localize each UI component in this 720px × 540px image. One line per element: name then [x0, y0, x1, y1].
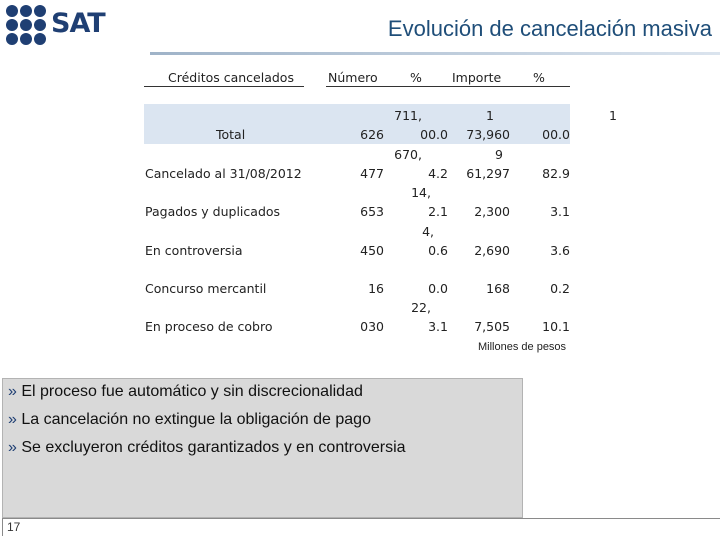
bullet-item: » La cancelación no extingue la obligaci…	[8, 411, 371, 429]
row-pct-b: 3.1	[428, 319, 448, 334]
row-numero: 477	[360, 166, 384, 181]
bullet-item: » El proceso fue automático y sin discre…	[8, 383, 363, 401]
row-importe-b: 61,297	[466, 166, 510, 181]
total-pct-a: 711,	[394, 108, 422, 123]
row-pct-b: 2.1	[428, 204, 448, 219]
total-importe-a: 1	[486, 108, 494, 123]
row-pct2: 3.6	[550, 243, 570, 258]
row-importe-b: 2,690	[474, 243, 510, 258]
row-pct-b: 0.0	[428, 281, 448, 296]
logo-dot	[34, 5, 46, 17]
row-pct2: 0.2	[550, 281, 570, 296]
units-note: Millones de pesos	[478, 341, 567, 353]
total-pct-b: 00.0	[420, 127, 448, 142]
bullet-text: Se excluyeron créditos garantizados y en…	[21, 439, 406, 456]
logo-dot	[20, 5, 32, 17]
row-pct2: 10.1	[542, 319, 570, 334]
page-title: Evolución de cancelación masiva	[387, 16, 712, 41]
row-numero: 16	[368, 281, 384, 296]
summary-box: » El proceso fue automático y sin discre…	[2, 378, 523, 518]
logo-dot	[6, 5, 18, 17]
bullet-marker: »	[8, 439, 17, 456]
row-label: En proceso de cobro	[145, 319, 273, 334]
row-pct-a: 4,	[422, 224, 434, 239]
row-pct-b: 0.6	[428, 243, 448, 258]
sat-logo: SAT	[0, 0, 145, 52]
header-creditos: Créditos cancelados	[168, 70, 294, 85]
row-importe-a: 9	[495, 147, 503, 162]
header-underline	[326, 86, 570, 87]
row-label: Concurso mercantil	[145, 281, 267, 296]
bullet-text: La cancelación no extingue la obligación…	[21, 411, 371, 428]
total-pct2: 00.0	[542, 127, 570, 142]
total-importe-b: 73,960	[466, 127, 510, 142]
header-pct: %	[410, 70, 422, 85]
page-number: 17	[7, 520, 21, 534]
row-pct-a: 14,	[411, 185, 431, 200]
logo-dot	[6, 33, 18, 45]
header-divider	[150, 52, 720, 55]
logo-wordmark: SAT	[51, 8, 106, 39]
logo-dot	[34, 19, 46, 31]
footer-divider	[2, 518, 720, 519]
row-importe-b: 7,505	[474, 319, 510, 334]
logo-dot	[34, 33, 46, 45]
total-row-band	[144, 104, 570, 144]
row-numero: 030	[360, 319, 384, 334]
total-numero: 626	[360, 127, 384, 142]
footer-tick	[2, 518, 3, 536]
row-label-total: Total	[216, 127, 246, 142]
logo-dot	[6, 19, 18, 31]
logo-dot	[20, 33, 32, 45]
row-pct-b: 4.2	[428, 166, 448, 181]
logo-dot	[20, 19, 32, 31]
row-pct2: 3.1	[550, 204, 570, 219]
header-importe: Importe	[452, 70, 502, 85]
row-label: Pagados y duplicados	[145, 204, 281, 219]
bullet-item: » Se excluyeron créditos garantizados y …	[8, 439, 406, 457]
row-importe-b: 2,300	[474, 204, 510, 219]
row-pct2: 82.9	[542, 166, 570, 181]
row-pct-a: 670,	[394, 147, 422, 162]
bullet-marker: »	[8, 411, 17, 428]
row-label: Cancelado al 31/08/2012	[145, 166, 302, 181]
header-pct2: %	[533, 70, 545, 85]
header-numero: Número	[328, 70, 378, 85]
row-label: En controversia	[145, 243, 243, 258]
header-underline	[144, 86, 304, 87]
bullet-marker: »	[8, 383, 17, 400]
row-numero: 450	[360, 243, 384, 258]
bullet-text: El proceso fue automático y sin discreci…	[21, 383, 363, 400]
row-importe-b: 168	[486, 281, 510, 296]
total-extra: 1	[609, 108, 617, 123]
row-pct-a: 22,	[411, 300, 431, 315]
row-numero: 653	[360, 204, 384, 219]
